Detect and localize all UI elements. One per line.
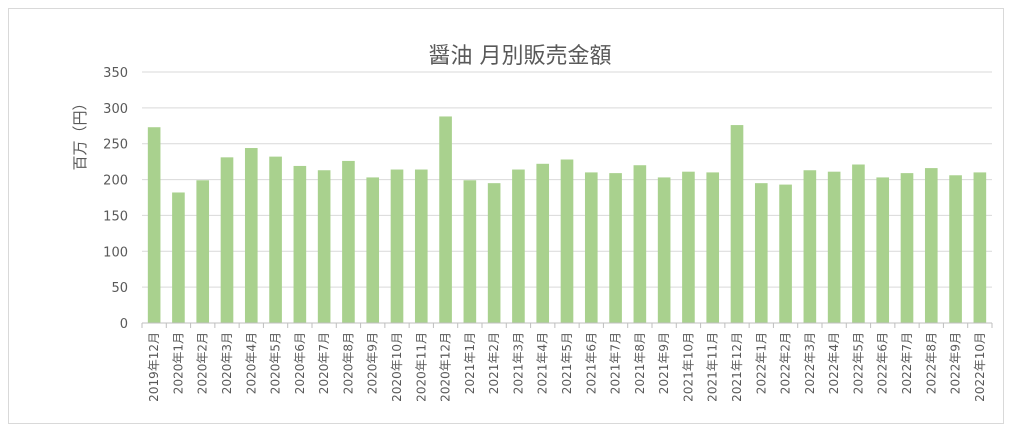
bar (924, 168, 938, 323)
y-tick-label: 350 (103, 66, 128, 81)
bar (584, 172, 598, 323)
x-tick-label: 2022年1月 (754, 332, 768, 394)
x-tick-label: 2020年2月 (196, 332, 210, 394)
x-tick-label: 2021年9月 (657, 332, 671, 394)
bar (779, 184, 792, 323)
y-axis-label: 百万（円） (71, 95, 89, 170)
bar (366, 177, 380, 323)
bar (560, 159, 574, 323)
x-tick-label: 2021年2月 (487, 332, 501, 394)
bar (196, 180, 210, 323)
bar (949, 175, 962, 323)
y-tick-label: 100 (103, 245, 128, 260)
bar (706, 172, 720, 323)
x-tick-label: 2021年10月 (681, 332, 695, 402)
x-tick-label: 2020年7月 (317, 332, 331, 394)
x-tick-label: 2022年8月 (924, 332, 938, 394)
bar (147, 127, 161, 323)
y-tick-label: 250 (103, 138, 128, 153)
x-tick-label: 2022年7月 (900, 332, 914, 394)
bar (463, 180, 477, 323)
x-tick-label: 2020年9月 (366, 332, 380, 394)
x-tick-label: 2022年10月 (973, 332, 987, 402)
bar (754, 183, 768, 323)
bar (536, 163, 550, 323)
x-tick-label: 2021年3月 (511, 332, 525, 394)
x-tick-label: 2022年9月 (949, 332, 963, 394)
bars (147, 116, 987, 323)
bar (682, 171, 695, 323)
bar (633, 165, 647, 323)
bar (730, 125, 744, 323)
x-tick-label: 2021年6月 (584, 332, 598, 394)
x-tick-label: 2021年5月 (560, 332, 574, 394)
x-tick-label: 2020年6月 (293, 332, 307, 394)
y-tick-label: 0 (120, 317, 128, 332)
x-axis (141, 322, 993, 328)
x-tick-label: 2021年12月 (730, 332, 744, 402)
x-tick-label: 2020年5月 (269, 332, 283, 394)
x-tick-label: 2019年12月 (147, 332, 161, 402)
bar (439, 116, 452, 323)
x-tick-label: 2020年10月 (390, 332, 404, 402)
x-tick-label: 2022年3月 (803, 332, 817, 394)
bar (876, 177, 890, 323)
x-tick-label: 2022年2月 (779, 332, 793, 394)
x-tick-label: 2020年4月 (244, 332, 258, 394)
chart-title: 醤油 月別販売金額 (429, 44, 612, 69)
y-tick-label: 50 (111, 281, 128, 296)
x-tick-label: 2021年11月 (706, 332, 720, 402)
x-tick-label: 2021年1月 (463, 332, 477, 394)
x-tick-label: 2021年8月 (633, 332, 647, 394)
bar (293, 165, 307, 323)
x-tick-label: 2020年3月 (220, 332, 234, 394)
x-tick-label: 2022年5月 (851, 332, 865, 394)
bar (390, 169, 404, 323)
y-tick-label: 200 (103, 174, 128, 189)
bar (414, 169, 428, 323)
x-tick-label: 2020年1月 (171, 332, 185, 394)
y-axis-ticks: 0 50 100 150 200 250 300 350 (103, 66, 128, 332)
x-tick-label: 2022年6月 (876, 332, 890, 394)
bar (512, 169, 525, 323)
y-tick-label: 150 (103, 209, 128, 224)
bar (973, 172, 987, 323)
bar (852, 164, 865, 323)
x-tick-label: 2021年4月 (536, 332, 550, 394)
bar (342, 160, 355, 323)
x-tick-label: 2022年4月 (827, 332, 841, 394)
bar (269, 156, 282, 323)
bar (609, 173, 622, 323)
y-tick-label: 300 (103, 102, 128, 117)
x-tick-label: 2020年8月 (341, 332, 355, 394)
bar (317, 170, 331, 323)
x-tick-label: 2020年11月 (414, 332, 428, 402)
bar-chart: 醤油 月別販売金額 百万（円） 0 50 100 150 200 250 300 350 20… (71, 44, 993, 402)
x-tick-label: 2021年7月 (609, 332, 623, 394)
bar (900, 173, 914, 323)
bar (244, 148, 258, 323)
bar (657, 177, 671, 323)
x-axis-ticks: 2019年12月 2020年1月 2020年2月 2020年3月 2020年4月 2020… (147, 332, 987, 402)
bar (172, 192, 185, 323)
x-tick-label: 2020年12月 (439, 332, 453, 402)
bar (487, 183, 501, 323)
chart-frame: 醤油 月別販売金額 百万（円） 0 50 100 150 200 250 300 350 20… (8, 8, 1004, 424)
bar (827, 171, 841, 323)
bar (803, 170, 817, 323)
bar (220, 157, 234, 323)
